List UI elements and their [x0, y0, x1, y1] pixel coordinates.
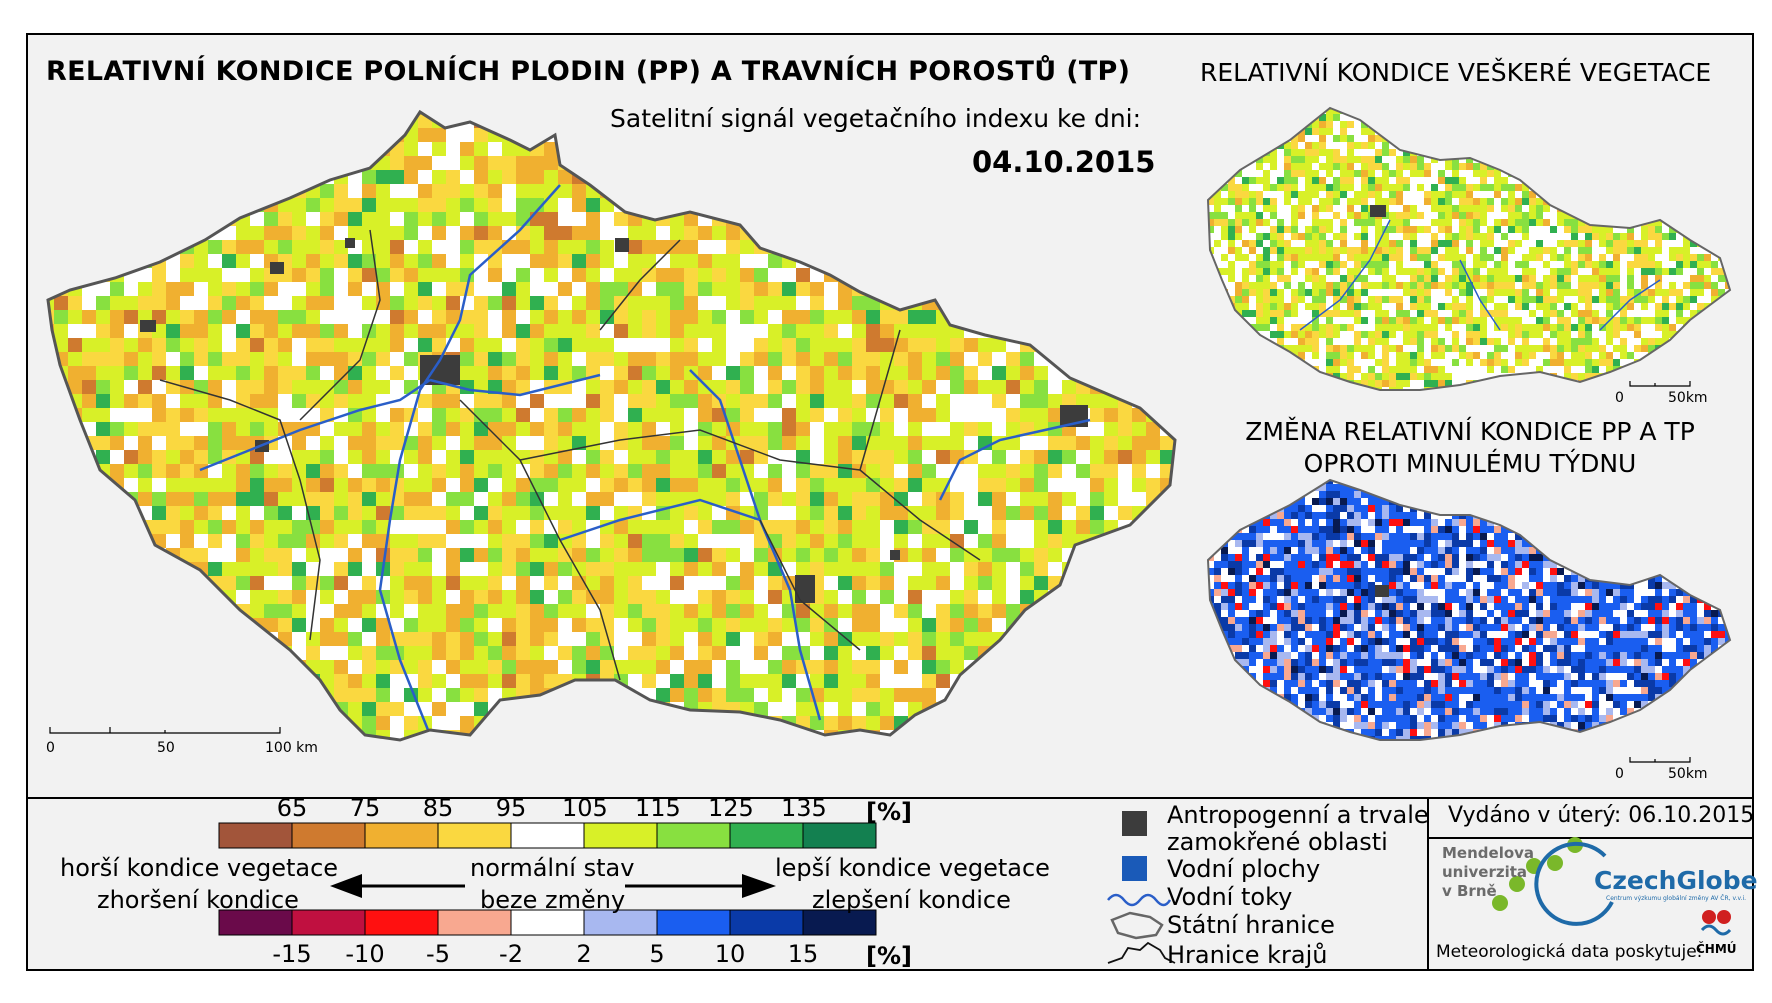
change-swatch-3: [437, 909, 512, 936]
change-threshold-label: -15: [272, 940, 312, 968]
normal-state-label: normální stav: [470, 854, 635, 882]
condition-threshold-label: 75: [349, 794, 381, 822]
better-change-label: zlepšení kondice: [812, 886, 1011, 914]
czechglobe-logo-text: CzechGlobe: [1594, 866, 1758, 895]
change-swatch-7: [729, 909, 804, 936]
czechglobe-subtitle: Centrum výzkumu globální změny AV ČR, v.…: [1606, 895, 1747, 902]
water-body-swatch: [1122, 856, 1147, 881]
change-swatch-2: [364, 909, 439, 936]
better-condition-label: lepší kondice vegetace: [775, 854, 1050, 882]
main-region-borders: [159, 229, 981, 681]
small2-scale-label-50: 50km: [1668, 766, 1708, 782]
main-scalebar: [49, 727, 281, 734]
water-legend-label: Vodní plochy: [1167, 855, 1321, 883]
state-border-legend-label: Státní hranice: [1167, 911, 1335, 939]
condition-threshold-label: 105: [562, 794, 608, 822]
condition-unit: [%]: [866, 798, 912, 826]
change-title-line2: OPROTI MINULÉMU TÝDNU: [1303, 449, 1637, 478]
condition-color-bar: [218, 822, 877, 849]
main-condition-map: [48, 112, 1175, 740]
small-scalebar-1: [1629, 381, 1691, 387]
change-threshold-label: 5: [649, 940, 665, 968]
scale-label-0: 0: [46, 740, 55, 756]
change-color-bar: [218, 909, 877, 936]
scale-label-100: 100 km: [265, 740, 318, 756]
river-symbol: [1107, 893, 1172, 907]
condition-threshold-label: 85: [422, 794, 454, 822]
change-swatch-5: [583, 909, 658, 936]
condition-threshold-label: 135: [781, 794, 827, 822]
change-threshold-label: -2: [499, 940, 523, 968]
condition-threshold-label: 95: [495, 794, 527, 822]
condition-swatch-2: [364, 822, 439, 849]
urban-legend-label-2: zamokřené oblasti: [1167, 828, 1388, 856]
change-threshold-label: 2: [576, 940, 592, 968]
small2-scale-label-0: 0: [1615, 766, 1624, 782]
urban-area-swatch: [1122, 811, 1147, 836]
chmu-logo: [1700, 910, 1732, 936]
change-unit: [%]: [866, 942, 912, 970]
condition-swatch-4: [510, 822, 585, 849]
river-legend-label: Vodní toky: [1167, 883, 1293, 911]
change-threshold-label: -10: [345, 940, 385, 968]
worse-change-label: zhoršení kondice: [97, 886, 299, 914]
change-threshold-label: 15: [787, 940, 819, 968]
legend-divider: [26, 797, 1754, 799]
condition-threshold-label: 125: [708, 794, 754, 822]
worse-condition-label: horší kondice vegetace: [60, 854, 339, 882]
condition-swatch-3: [437, 822, 512, 849]
mendel-line2: univerzita: [1442, 863, 1528, 881]
change-swatch-0: [218, 909, 293, 936]
condition-swatch-1: [291, 822, 366, 849]
date-label: 04.10.2015: [972, 145, 1156, 179]
condition-swatch-6: [656, 822, 731, 849]
change-swatch-6: [656, 909, 731, 936]
subtitle: Satelitní signál vegetačního indexu ke d…: [610, 104, 1142, 133]
logo-box: Mendelova univerzita v Brně CzechGlobe C…: [1428, 838, 1758, 971]
small1-scale-label-0: 0: [1615, 390, 1624, 406]
no-change-label: beze změny: [480, 886, 626, 914]
change-title-line1: ZMĚNA RELATIVNÍ KONDICE PP A TP: [1245, 417, 1695, 446]
change-swatch-8: [802, 909, 877, 936]
change-swatch-4: [510, 909, 585, 936]
change-threshold-label: 10: [714, 940, 746, 968]
meteo-credit: Meteorologická data poskytuje:: [1436, 942, 1703, 962]
czechglobe-logo-arc: [1534, 841, 1614, 926]
main-rivers: [199, 184, 1091, 736]
better-arrow: [625, 874, 776, 898]
mendel-logo-dots: [1492, 837, 1583, 911]
condition-swatch-5: [583, 822, 658, 849]
mendel-line1: Mendelova: [1442, 844, 1535, 862]
region-border-legend-label: Hranice krajů: [1167, 941, 1328, 969]
vegetation-map-title: RELATIVNÍ KONDICE VEŠKERÉ VEGETACE: [1200, 58, 1712, 87]
region-border-symbol: [1107, 941, 1176, 964]
state-border-symbol: [1110, 911, 1164, 940]
condition-threshold-label: 115: [635, 794, 681, 822]
chmu-logo-text: ČHMÚ: [1696, 942, 1737, 956]
main-title: RELATIVNÍ KONDICE POLNÍCH PLODIN (PP) A …: [46, 56, 1131, 87]
condition-swatch-8: [802, 822, 877, 849]
small-scalebar-2: [1629, 757, 1691, 763]
condition-swatch-0: [218, 822, 293, 849]
condition-swatch-7: [729, 822, 804, 849]
urban-legend-label: Antropogenní a trvale: [1167, 801, 1429, 829]
worse-arrow: [330, 874, 465, 898]
mendel-line3: v Brně: [1442, 882, 1497, 900]
change-map-title: ZMĚNA RELATIVNÍ KONDICE PP A TP OPROTI M…: [1210, 416, 1730, 480]
change-swatch-1: [291, 909, 366, 936]
issued-date: Vydáno v úterý: 06.10.2015: [1448, 803, 1755, 828]
scale-label-50: 50: [157, 740, 175, 756]
change-threshold-label: -5: [426, 940, 450, 968]
change-map: [1208, 480, 1730, 740]
mendel-logo-text: Mendelova univerzita v Brně: [1442, 844, 1534, 901]
small1-scale-label-50: 50km: [1668, 390, 1708, 406]
condition-threshold-label: 65: [276, 794, 308, 822]
